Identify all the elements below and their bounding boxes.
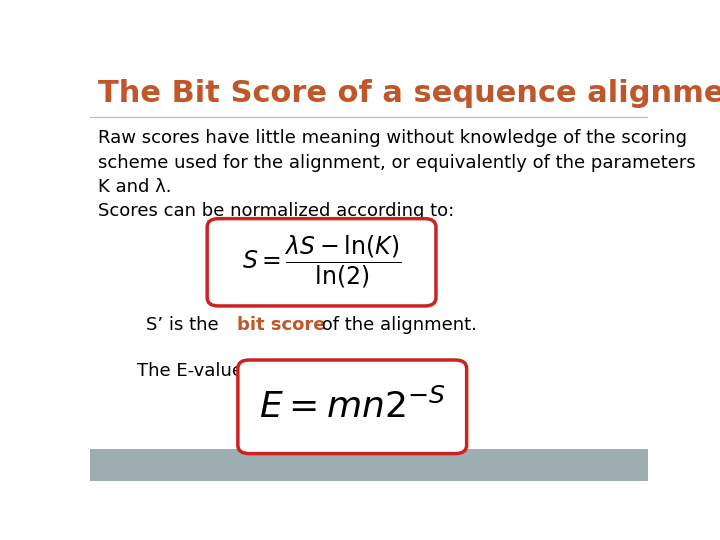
FancyBboxPatch shape [207,219,436,306]
FancyBboxPatch shape [238,360,467,454]
Text: bit score: bit score [237,316,325,334]
Text: The Bit Score of a sequence alignment: The Bit Score of a sequence alignment [98,79,720,109]
Text: Raw scores have little meaning without knowledge of the scoring
scheme used for : Raw scores have little meaning without k… [98,129,696,220]
Text: S’ is the: S’ is the [145,316,224,334]
Text: of the alignment.: of the alignment. [316,316,477,334]
Text: $E = mn2^{-S}$: $E = mn2^{-S}$ [258,388,446,424]
Text: $S = \dfrac{\lambda S - \ln(K)}{\ln(2)}$: $S = \dfrac{\lambda S - \ln(K)}{\ln(2)}$ [242,234,401,291]
Text: The E-value can be expressed as:: The E-value can be expressed as: [138,362,441,380]
FancyBboxPatch shape [90,449,648,481]
